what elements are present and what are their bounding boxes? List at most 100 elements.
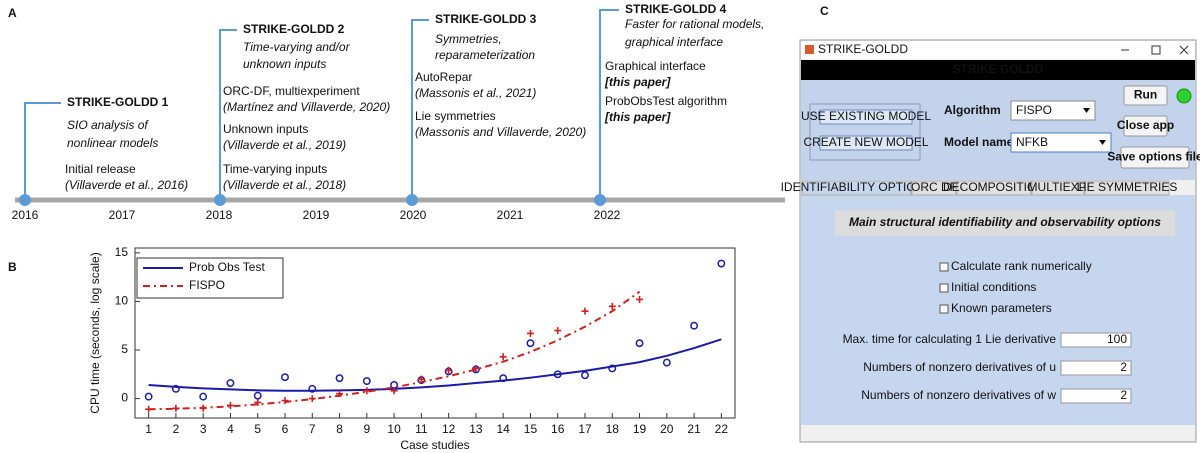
- algorithm-select[interactable]: [1010, 100, 1096, 121]
- x-tick-label: 19: [633, 422, 647, 436]
- action-button[interactable]: [1120, 146, 1190, 169]
- maximize-button[interactable]: [1151, 45, 1161, 55]
- event-item: ProbObsTest algorithm: [605, 94, 727, 108]
- tab[interactable]: [956, 180, 1032, 196]
- event-subtitle: Faster for rational models,: [625, 17, 764, 31]
- checkbox[interactable]: [939, 262, 949, 272]
- field-label: Numbers of nonzero derivatives of w: [861, 388, 1056, 402]
- action-button[interactable]: [1123, 85, 1168, 106]
- year-label: 2021: [497, 208, 524, 222]
- data-point: [254, 398, 262, 406]
- tab[interactable]: [1031, 180, 1085, 196]
- model-button[interactable]: [819, 109, 913, 125]
- data-point: [635, 339, 644, 348]
- x-tick-label: 12: [442, 422, 456, 436]
- data-point: [662, 358, 671, 367]
- app-icon: [805, 45, 814, 54]
- data-point: [472, 364, 480, 372]
- field-value: 2: [1120, 360, 1127, 374]
- field-value: 2: [1120, 388, 1127, 402]
- action-button[interactable]: [1123, 115, 1168, 137]
- x-tick-label: 14: [497, 422, 511, 436]
- event-dot: [594, 194, 606, 206]
- x-tick-label: 18: [606, 422, 620, 436]
- tab[interactable]: [801, 180, 912, 196]
- y-tick-label: 5: [121, 342, 128, 356]
- data-point: [445, 366, 453, 374]
- data-point: [690, 321, 699, 330]
- year-label: 2022: [594, 208, 621, 222]
- checkbox-label: Initial conditions: [951, 280, 1036, 294]
- y-tick-label: 0: [121, 391, 128, 405]
- event-item: Time-varying inputs: [223, 162, 327, 176]
- event-ref: [this paper]: [604, 75, 671, 89]
- tab-label: ORC DF: [911, 180, 957, 194]
- app-header: STRIKE GOLDD: [953, 62, 1044, 76]
- data-point: [335, 374, 344, 383]
- algorithm-label: Algorithm: [944, 103, 1001, 117]
- event-ref: (Massonis et al., 2021): [415, 86, 536, 100]
- field-label: Max. time for calculating 1 Lie derivati…: [843, 332, 1057, 346]
- x-tick-label: 5: [254, 422, 261, 436]
- data-point: [581, 307, 589, 315]
- model-select[interactable]: [1010, 132, 1112, 153]
- y-tick-label: 10: [115, 294, 129, 308]
- algorithm-value: FISPO: [1016, 103, 1052, 117]
- x-axis-label: Case studies: [400, 438, 469, 452]
- x-tick-label: 11: [415, 422, 428, 436]
- field-label: Numbers of nonzero derivatives of u: [863, 360, 1056, 374]
- field-input[interactable]: [1060, 388, 1132, 404]
- x-tick-label: 20: [660, 422, 674, 436]
- data-point: [608, 302, 616, 310]
- data-point: [253, 391, 262, 400]
- x-tick-label: 17: [578, 422, 592, 436]
- model-button[interactable]: [819, 135, 913, 151]
- year-label: 2018: [206, 208, 233, 222]
- data-point: [144, 392, 153, 401]
- x-tick-label: 15: [524, 422, 538, 436]
- model-button-label: CREATE NEW MODEL: [803, 135, 928, 149]
- year-label: 2020: [400, 208, 427, 222]
- y-tick-label: 15: [115, 245, 129, 259]
- checkbox[interactable]: [939, 283, 949, 293]
- data-point: [553, 370, 562, 379]
- x-tick-label: 8: [336, 422, 343, 436]
- tab-label: DECOMPOSITION: [943, 180, 1045, 194]
- y-axis-label: CPU time (seconds, log scale): [88, 252, 102, 413]
- field-input[interactable]: [1060, 360, 1132, 376]
- data-point: [281, 373, 289, 382]
- heading-box: [835, 210, 1175, 236]
- legend-box: [136, 257, 284, 299]
- panel-label: B: [8, 260, 17, 274]
- tab-label: MULTIEXP.: [1028, 180, 1089, 194]
- event-subtitle: reparameterization: [435, 48, 535, 62]
- event-item: Lie symmetries: [415, 109, 496, 123]
- plot-frame: [134, 247, 736, 419]
- year-label: 2016: [12, 208, 39, 222]
- window-title: STRIKE-GOLDD: [818, 42, 908, 56]
- header-bar: [801, 60, 1195, 80]
- dropdown-arrow: [1083, 108, 1090, 113]
- close-button[interactable]: [1179, 45, 1189, 55]
- x-tick-label: 2: [173, 422, 180, 436]
- data-point: [636, 295, 644, 303]
- event-bracket: [411, 19, 429, 200]
- event-subtitle: unknown inputs: [243, 57, 326, 71]
- data-point: [199, 392, 208, 401]
- data-point: [390, 387, 398, 395]
- event-item: Graphical interface: [605, 59, 706, 73]
- data-point: [417, 375, 425, 383]
- data-point: [363, 387, 371, 395]
- tab[interactable]: [1084, 180, 1170, 196]
- event-ref: (Martínez and Villaverde, 2020): [223, 100, 390, 114]
- data-point: [499, 353, 507, 361]
- x-tick-label: 4: [227, 422, 234, 436]
- event-item: AutoRepar: [415, 70, 472, 84]
- checkbox[interactable]: [939, 304, 949, 314]
- year-label: 2017: [109, 208, 136, 222]
- data-point: [499, 374, 508, 383]
- tab[interactable]: [911, 180, 957, 196]
- x-tick-label: 1: [145, 422, 152, 436]
- model-button-label: USE EXISTING MODEL: [801, 109, 931, 123]
- field-input[interactable]: [1060, 332, 1132, 348]
